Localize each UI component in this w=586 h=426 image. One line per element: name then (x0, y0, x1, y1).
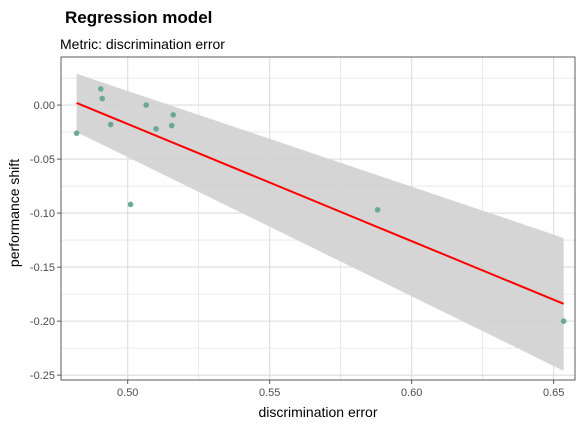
data-point (107, 121, 114, 128)
x-axis-label: discrimination error (258, 404, 377, 420)
y-tick-label: -0.10 (30, 208, 55, 220)
x-tick-label: 0.50 (117, 387, 138, 399)
y-tick-label: -0.15 (30, 262, 55, 274)
y-tick-label: -0.20 (30, 316, 55, 328)
x-tick-label: 0.65 (543, 387, 564, 399)
chart-subtitle: Metric: discrimination error (60, 36, 225, 52)
x-axis-ticks: 0.50 0.55 0.60 0.65 (117, 380, 564, 399)
y-axis-ticks: 0.00 -0.05 -0.10 -0.15 -0.20 -0.25 (30, 100, 61, 382)
panel-border (60, 56, 576, 381)
y-axis-label: performance shift (6, 159, 22, 267)
data-point (73, 130, 80, 136)
y-tick-label: -0.05 (30, 154, 55, 166)
data-point (170, 111, 176, 118)
data-point (153, 126, 159, 132)
x-tick-label: 0.60 (401, 387, 422, 399)
chart-title: Regression model (65, 8, 212, 27)
data-point (168, 122, 175, 129)
data-point (97, 86, 104, 92)
data-point (127, 201, 134, 208)
confidence-band (76, 73, 564, 371)
data-point (143, 102, 149, 108)
regression-line (76, 101, 565, 305)
data-point (560, 318, 567, 324)
y-tick-label: -0.25 (30, 370, 55, 382)
data-points (73, 86, 567, 324)
data-point (99, 95, 105, 102)
x-tick-label: 0.55 (259, 387, 280, 399)
y-tick-label: 0.00 (34, 100, 55, 112)
data-point (374, 207, 381, 213)
